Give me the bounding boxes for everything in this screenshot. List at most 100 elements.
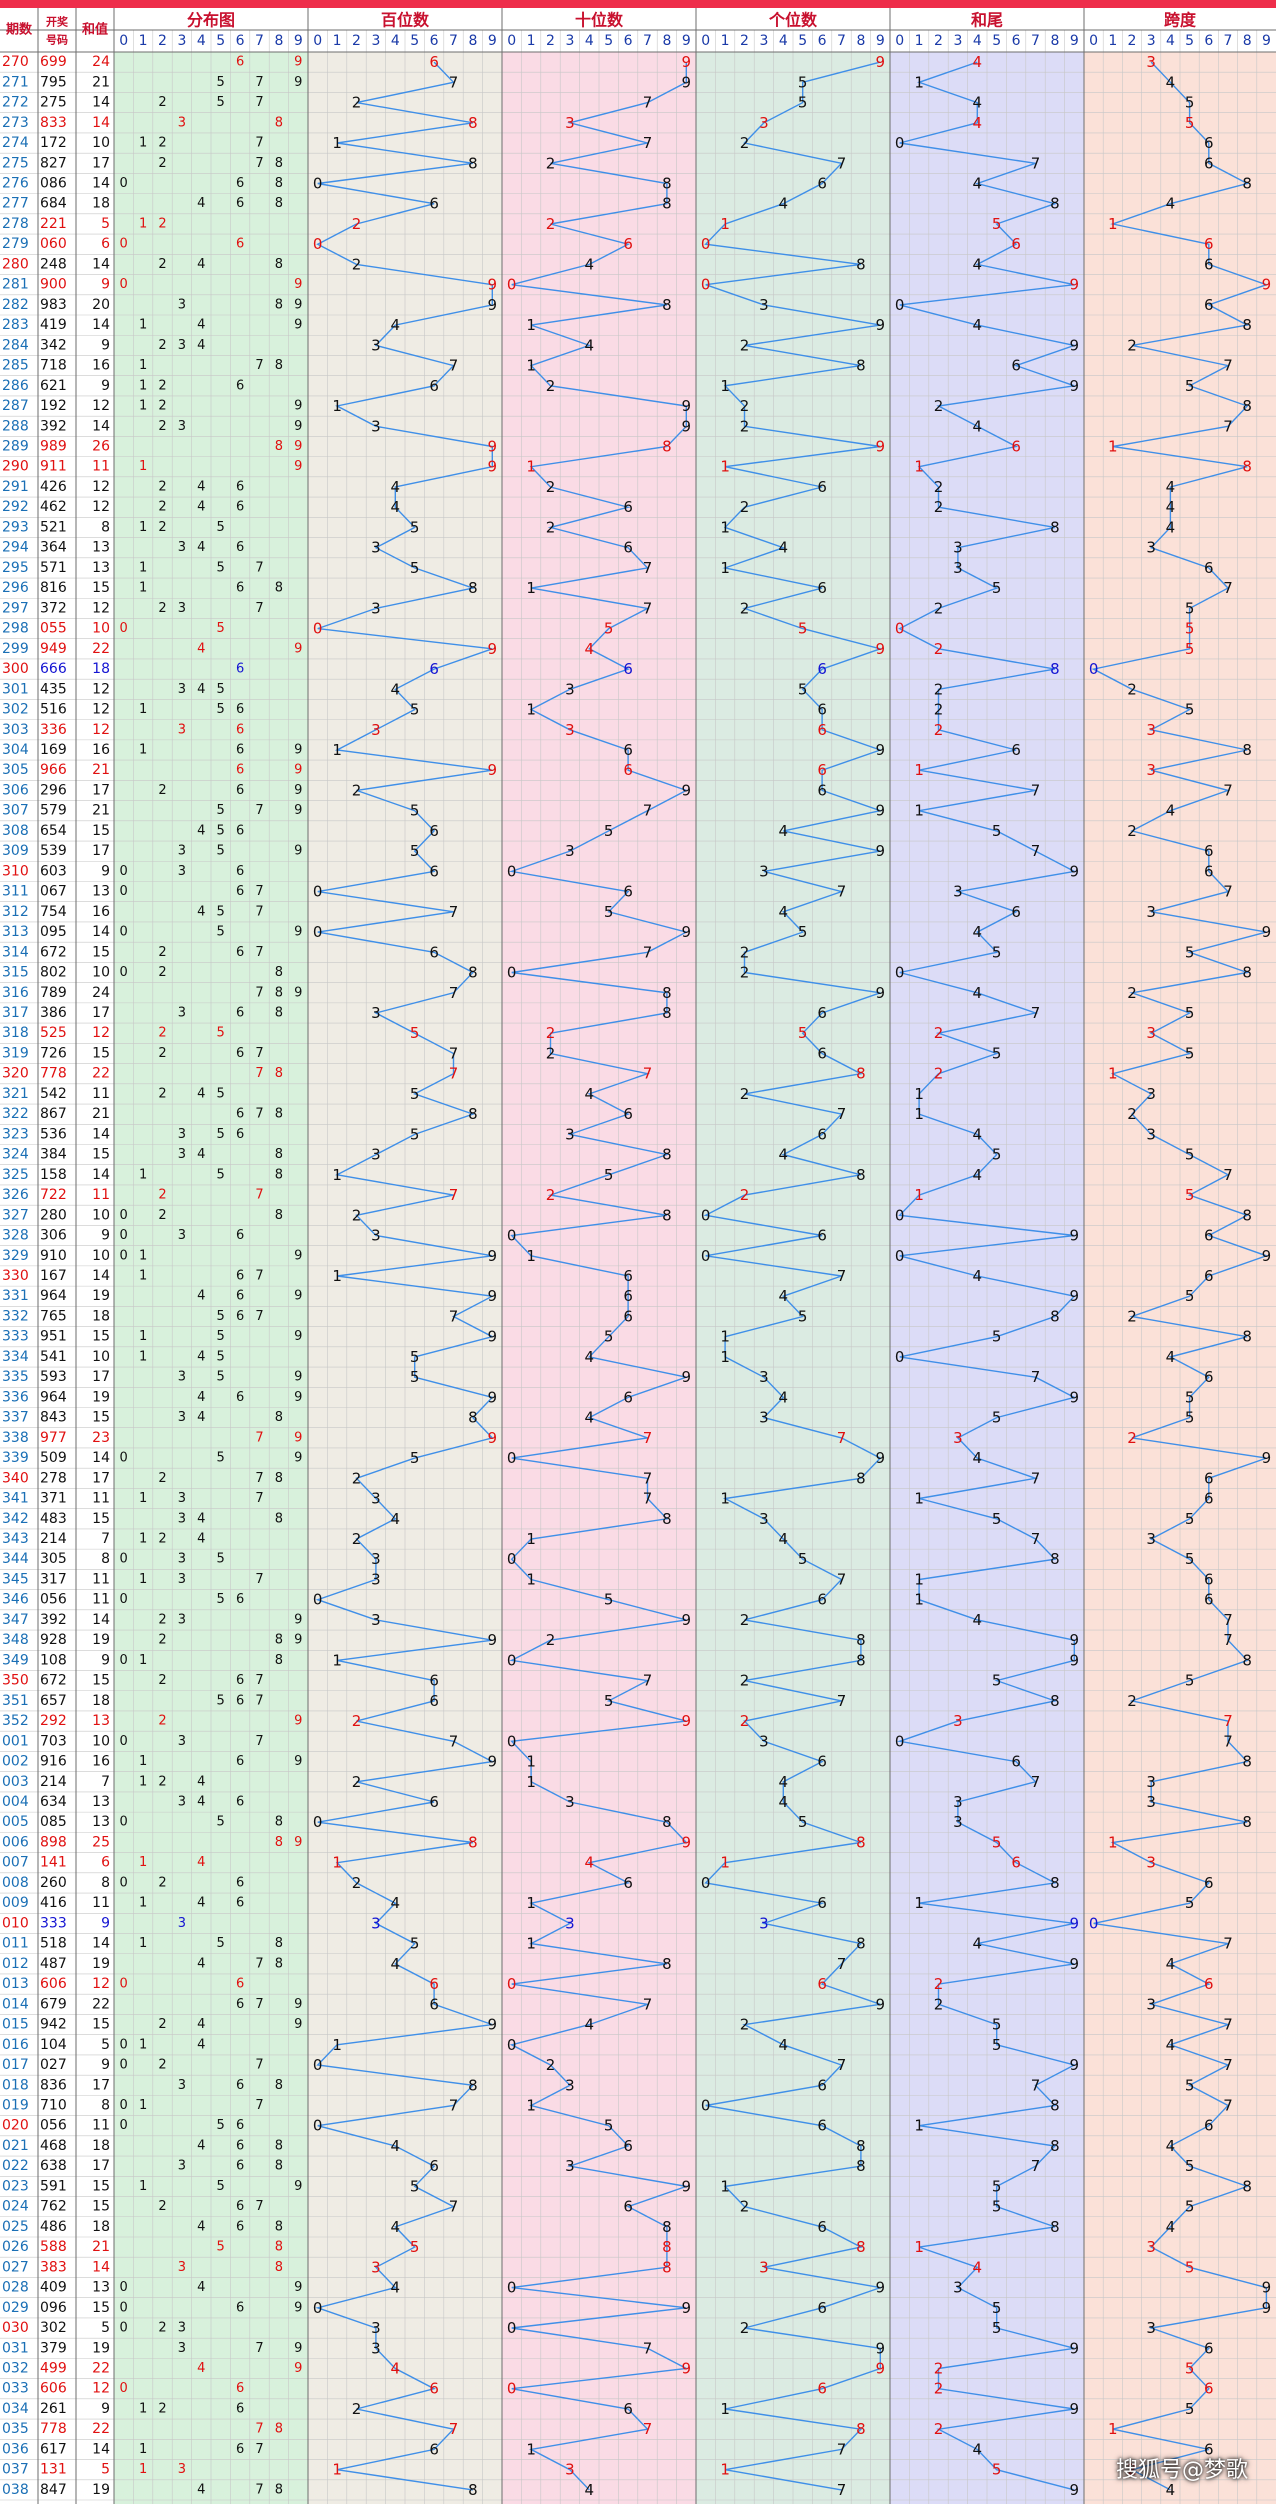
distribution-digit: 2 bbox=[158, 156, 166, 171]
digit-header-span: 9 bbox=[1262, 33, 1271, 49]
span-trend-line bbox=[1091, 61, 1269, 2491]
sum-value: 12 bbox=[92, 702, 110, 718]
span-point: 2 bbox=[1127, 1692, 1137, 1710]
tens-point: 8 bbox=[662, 1955, 672, 1973]
tens-point: 8 bbox=[662, 438, 672, 456]
tail-point: 0 bbox=[895, 620, 905, 638]
tens-point: 5 bbox=[604, 620, 614, 638]
distribution-digit: 9 bbox=[294, 2300, 302, 2315]
draw-number: 131 bbox=[40, 2462, 67, 2478]
unit-point: 6 bbox=[817, 175, 827, 193]
tail-point: 7 bbox=[1031, 781, 1041, 799]
period-label: 281 bbox=[2, 277, 29, 293]
period-label: 308 bbox=[2, 823, 29, 839]
digit-header-dist: 6 bbox=[236, 33, 245, 49]
distribution-digit: 9 bbox=[294, 783, 302, 798]
hund-point: 5 bbox=[410, 1368, 420, 1386]
unit-point: 8 bbox=[856, 1833, 866, 1851]
distribution-digit: 4 bbox=[197, 1086, 205, 1101]
unit-point: 5 bbox=[798, 1813, 808, 1831]
tens-point: 8 bbox=[662, 195, 672, 213]
tens-point: 2 bbox=[546, 215, 556, 233]
hund-point: 7 bbox=[449, 1732, 459, 1750]
distribution-digit: 1 bbox=[139, 378, 147, 393]
span-point: 1 bbox=[1108, 438, 1118, 456]
distribution-digit: 4 bbox=[197, 1511, 205, 1526]
distribution-digit: 6 bbox=[236, 763, 244, 778]
sum-value: 15 bbox=[92, 1511, 110, 1527]
distribution-digit: 2 bbox=[158, 1532, 166, 1547]
span-point: 5 bbox=[1185, 2400, 1195, 2418]
unit-point: 6 bbox=[817, 1004, 827, 1022]
digit-header-span: 7 bbox=[1224, 33, 1233, 49]
span-point: 7 bbox=[1223, 417, 1233, 435]
distribution-digit: 1 bbox=[139, 1532, 147, 1547]
unit-point: 3 bbox=[759, 296, 769, 314]
period-label: 324 bbox=[2, 1147, 29, 1163]
hund-point: 5 bbox=[410, 2238, 420, 2256]
period-label: 018 bbox=[2, 2077, 29, 2093]
period-label: 280 bbox=[2, 256, 29, 272]
hund-point: 7 bbox=[449, 2096, 459, 2114]
distribution-digit: 6 bbox=[236, 1228, 244, 1243]
distribution-digit: 4 bbox=[197, 2482, 205, 2497]
unit-point: 8 bbox=[856, 1469, 866, 1487]
distribution-digit: 9 bbox=[294, 1714, 302, 1729]
distribution-digit: 5 bbox=[217, 2240, 225, 2255]
hund-point: 4 bbox=[391, 498, 401, 516]
period-label: 293 bbox=[2, 519, 29, 535]
span-point: 6 bbox=[1204, 2380, 1214, 2398]
unit-point: 2 bbox=[740, 943, 750, 961]
hund-point: 6 bbox=[429, 377, 439, 395]
distribution-digit: 3 bbox=[178, 1612, 186, 1627]
distribution-digit: 6 bbox=[236, 540, 244, 555]
sum-value: 14 bbox=[92, 1126, 110, 1142]
hund-point: 2 bbox=[352, 1712, 362, 1730]
distribution-digit: 6 bbox=[236, 1592, 244, 1607]
unit-point: 0 bbox=[701, 235, 711, 253]
grid-lines bbox=[0, 30, 1276, 2504]
span-point: 5 bbox=[1185, 1004, 1195, 1022]
sum-value: 15 bbox=[92, 1673, 110, 1689]
sum-value: 12 bbox=[92, 1025, 110, 1041]
distribution-digit: 9 bbox=[294, 2017, 302, 2032]
distribution-digit: 6 bbox=[236, 1875, 244, 1890]
hund-point: 1 bbox=[332, 134, 342, 152]
hund-point: 9 bbox=[488, 276, 498, 294]
distribution-digit: 5 bbox=[217, 2118, 225, 2133]
unit-point: 1 bbox=[720, 458, 730, 476]
sum-value: 23 bbox=[92, 1430, 110, 1446]
tens-point: 7 bbox=[643, 1065, 653, 1083]
tail-point: 9 bbox=[1070, 276, 1080, 294]
distribution-digit: 6 bbox=[236, 2401, 244, 2416]
distribution-digit: 6 bbox=[236, 2199, 244, 2214]
unit-point: 7 bbox=[837, 1570, 847, 1588]
digit-header-tens: 9 bbox=[682, 33, 691, 49]
tail-point: 6 bbox=[1011, 903, 1021, 921]
tens-point: 3 bbox=[565, 1793, 575, 1811]
unit-point: 8 bbox=[856, 2238, 866, 2256]
tail-point: 8 bbox=[1050, 1307, 1060, 1325]
period-label: 275 bbox=[2, 155, 29, 171]
draw-number: 067 bbox=[40, 884, 67, 900]
tail-point: 2 bbox=[934, 1975, 944, 1993]
hund-point: 4 bbox=[391, 2279, 401, 2297]
sum-value: 15 bbox=[92, 2199, 110, 2215]
period-label: 008 bbox=[2, 1875, 29, 1891]
tail-point: 5 bbox=[992, 1146, 1002, 1164]
hund-point: 5 bbox=[410, 559, 420, 577]
span-point: 6 bbox=[1204, 2339, 1214, 2357]
unit-point: 6 bbox=[817, 721, 827, 739]
tens-point: 2 bbox=[546, 1186, 556, 1204]
distribution-digit: 5 bbox=[217, 560, 225, 575]
span-point: 7 bbox=[1223, 883, 1233, 901]
distribution-digit: 7 bbox=[255, 1734, 263, 1749]
distribution-digit: 0 bbox=[120, 965, 128, 980]
digit-header-span: 8 bbox=[1243, 33, 1252, 49]
tens-point: 9 bbox=[682, 923, 692, 941]
hund-point: 3 bbox=[371, 417, 381, 435]
distribution-digit: 4 bbox=[197, 1795, 205, 1810]
span-point: 7 bbox=[1223, 1611, 1233, 1629]
